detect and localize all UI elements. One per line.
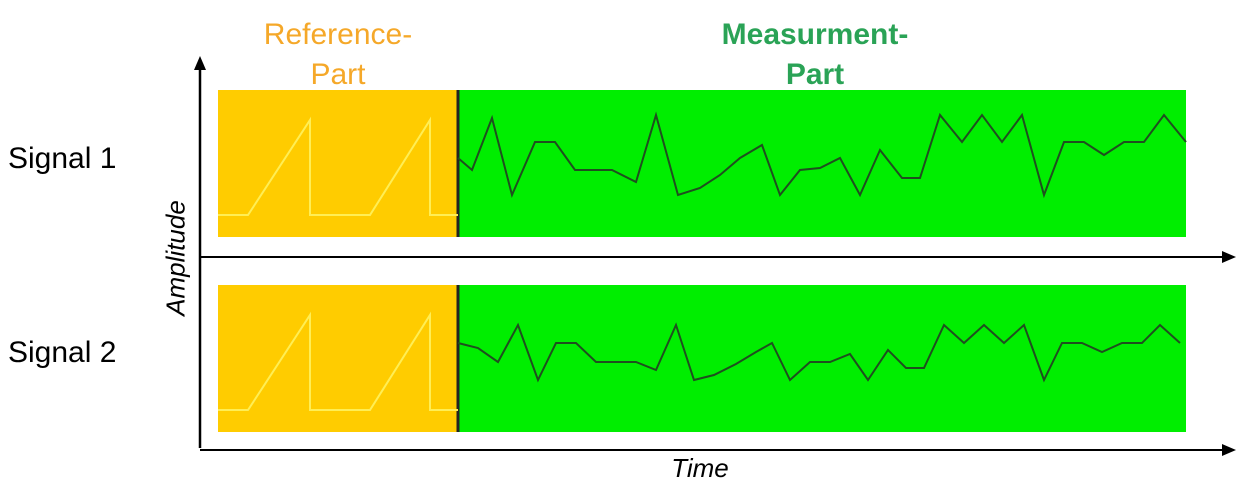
x-axis-label: Time <box>671 453 729 483</box>
signal1-measurement-block <box>458 90 1186 237</box>
signal1-reference-block <box>218 90 458 237</box>
measurement-label-line1: Measurment- <box>721 18 909 51</box>
axes <box>194 56 1236 456</box>
signal1-measurement-wave <box>457 111 1187 199</box>
signal1-reference-sawtooth <box>218 116 458 216</box>
signal1-baseline-arrow-icon <box>1222 251 1236 263</box>
y-axis-arrow-icon <box>194 56 206 70</box>
reference-part-label: Reference- Part <box>218 15 458 95</box>
time-axis-arrow-icon <box>1222 444 1236 456</box>
reference-label-line1: Reference- <box>263 18 413 51</box>
signal2-measurement-wave <box>457 322 1181 383</box>
signal2-reference-block <box>218 285 458 432</box>
measurement-part-label: Measurment- Part <box>640 15 990 95</box>
signal2-measurement-block <box>458 285 1186 432</box>
signal1-label: Signal 1 <box>8 142 117 175</box>
signal2-reference-sawtooth <box>218 311 458 411</box>
measurement-label-line2: Part <box>785 58 845 91</box>
signal2-label: Signal 2 <box>8 336 117 369</box>
reference-label-line2: Part <box>310 58 366 91</box>
